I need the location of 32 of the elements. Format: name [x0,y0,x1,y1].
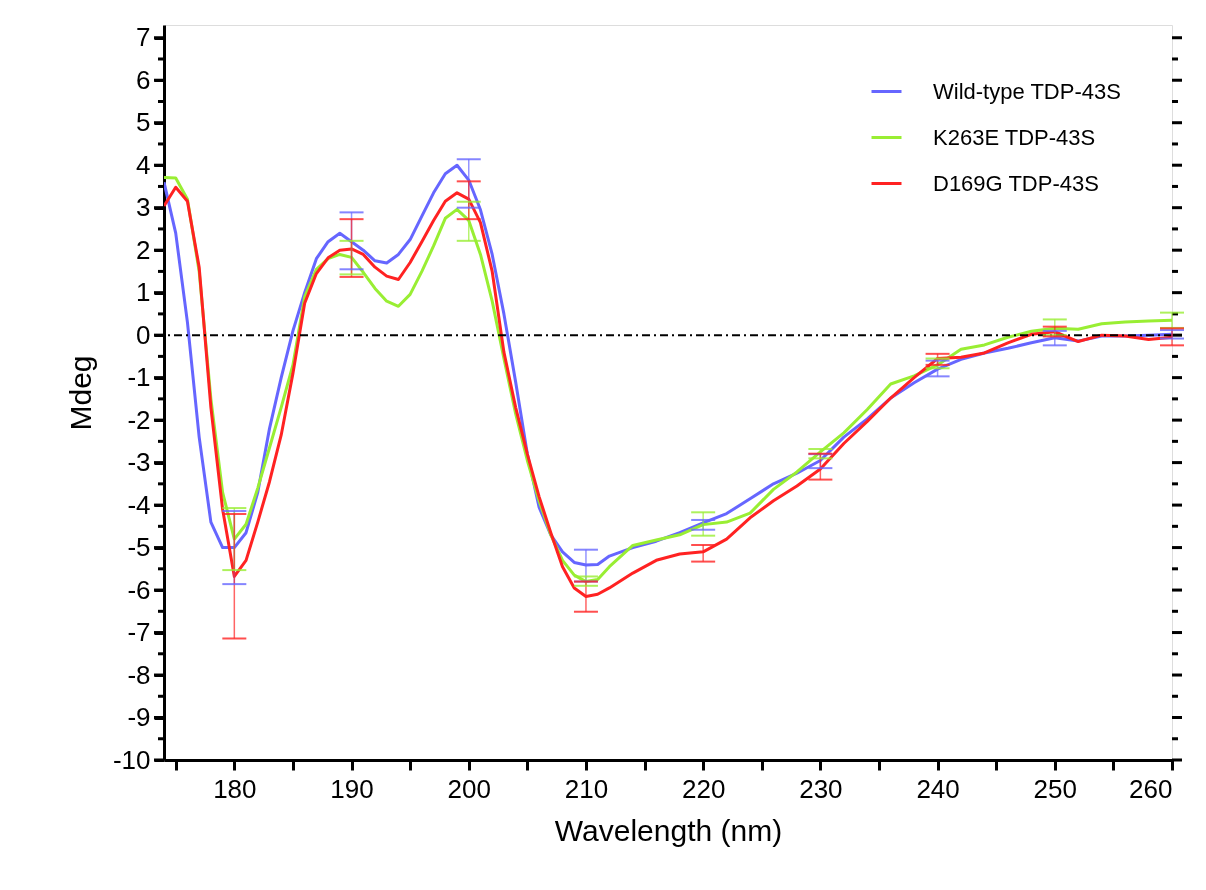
x-tick-label: 240 [916,773,960,804]
x-tick-label: 230 [799,773,843,804]
y-tick-label: -7 [127,617,151,648]
legend-label: D169G TDP-43S [933,170,1099,196]
legend-label: K263E TDP-43S [933,124,1096,150]
x-tick-label: 180 [213,773,257,804]
y-tick-label: -1 [127,362,151,393]
x-tick-label: 250 [1033,773,1077,804]
y-tick-label: 4 [136,149,151,180]
y-tick-label: -3 [127,447,151,478]
x-axis-title: Wavelength (nm) [554,813,783,847]
y-tick-label: 3 [136,192,151,223]
y-tick-label: -9 [127,702,151,733]
y-tick-label: -6 [127,574,151,605]
y-tick-label: -5 [127,532,151,563]
x-tick-label: 190 [330,773,374,804]
legend-label: Wild-type TDP-43S [933,78,1121,104]
y-tick-label: -8 [127,659,151,690]
x-tick-label: 220 [681,773,726,804]
y-tick-label: 6 [136,64,151,95]
y-tick-label: -2 [127,404,151,435]
y-tick-label: 1 [136,277,151,308]
y-tick-label: -4 [127,489,151,520]
x-tick-label: 260 [1129,773,1173,804]
x-tick-label: 210 [564,773,609,804]
y-tick-label: -10 [112,744,151,775]
y-tick-label: 7 [136,22,151,53]
x-tick-label: 200 [447,773,491,804]
y-tick-label: 2 [136,234,151,265]
y-tick-label: 5 [136,107,151,138]
y-axis-title: Mdeg [63,355,97,431]
y-tick-label: 0 [136,319,151,350]
